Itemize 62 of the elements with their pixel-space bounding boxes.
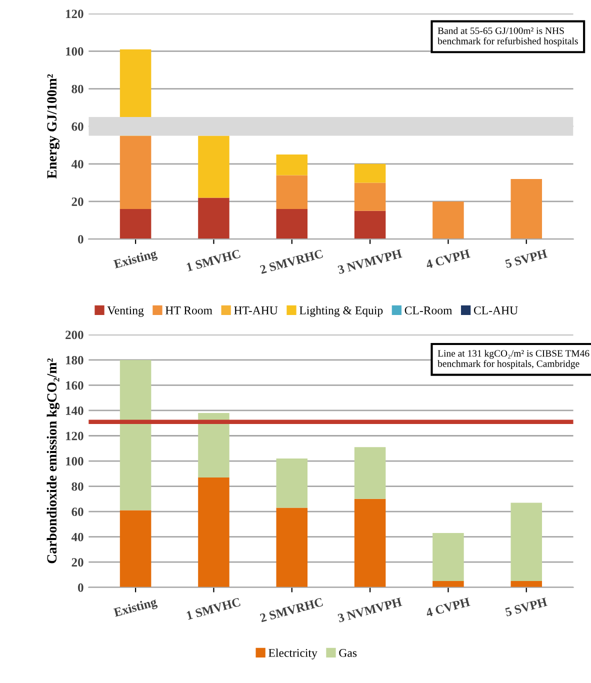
x-tick-label: 5 SVPH <box>504 598 548 617</box>
y-tick-label: 40 <box>71 532 84 542</box>
y-tick-label: 20 <box>72 558 84 567</box>
y-tick-label: 60 <box>72 508 84 516</box>
legend-label: CL-Room <box>404 306 452 314</box>
bar <box>432 533 464 582</box>
legend-label: CL-AHU <box>474 306 518 314</box>
bar <box>510 178 542 240</box>
y-axis-title: Carbondioxide emission kgCO₂/m² <box>46 358 60 564</box>
bar <box>198 136 230 198</box>
bar <box>276 458 308 508</box>
y-tick-label: 200 <box>66 330 84 340</box>
bar <box>510 581 542 588</box>
legend-label: HT Room <box>165 306 212 314</box>
x-tick-label: 5 SVPH <box>504 249 548 268</box>
y-tick-label: 120 <box>66 10 84 18</box>
y-tick-label: 80 <box>72 482 84 491</box>
y-tick-label: 0 <box>78 583 84 592</box>
legend-label: Lighting & Equip <box>300 306 383 317</box>
x-tick-label: 4 CVPH <box>425 249 470 269</box>
bar <box>276 209 308 240</box>
bar <box>354 182 386 211</box>
y-tick-label: 40 <box>71 160 84 168</box>
x-tick-label: Existing <box>113 597 158 620</box>
bar <box>120 209 152 240</box>
x-tick-label: 1 SMVHC <box>186 598 241 620</box>
x-tick-label: Existing <box>113 248 158 272</box>
bar <box>198 198 230 240</box>
bar <box>276 508 308 588</box>
y-tick-label: 100 <box>66 47 84 56</box>
legend-label: Electricity <box>268 648 318 660</box>
legend-label: HT-AHU <box>234 306 278 314</box>
bar <box>510 502 542 582</box>
y-tick-label: 0 <box>78 235 84 244</box>
bar <box>432 201 464 240</box>
bar <box>354 498 386 588</box>
bar <box>276 175 308 209</box>
y-tick-label: 140 <box>66 406 84 415</box>
y-tick-label: 60 <box>72 122 84 131</box>
bar <box>198 477 230 588</box>
annotation: Line at 131 kgCO₂/m² is CIBSE TM46 benchmark for hospitals, Cambridge <box>438 350 590 369</box>
y-tick-label: 80 <box>72 84 84 94</box>
y-axis-title: Energy GJ/100m² <box>47 74 60 179</box>
bar <box>276 154 308 176</box>
y-tick-label: 100 <box>66 457 84 466</box>
bar <box>432 581 464 588</box>
annotation: Band at 55-65 GJ/100m² is NHS benchmark for refurbished hospitals <box>438 27 578 46</box>
bar <box>198 413 230 478</box>
legend-label: Venting <box>107 306 144 317</box>
x-tick-label: 4 CVPH <box>425 598 470 618</box>
y-tick-label: 120 <box>66 432 84 440</box>
y-tick-label: 20 <box>72 198 84 206</box>
y-tick-label: 180 <box>66 356 84 364</box>
bar <box>120 360 152 510</box>
x-tick-label: 1 SMVHC <box>186 249 241 272</box>
bar <box>354 210 386 240</box>
legend-label: Gas <box>339 648 357 657</box>
y-tick-label: 160 <box>66 381 84 390</box>
bar <box>120 136 152 209</box>
bar <box>354 164 386 183</box>
bar <box>120 510 152 588</box>
bar <box>354 447 386 499</box>
